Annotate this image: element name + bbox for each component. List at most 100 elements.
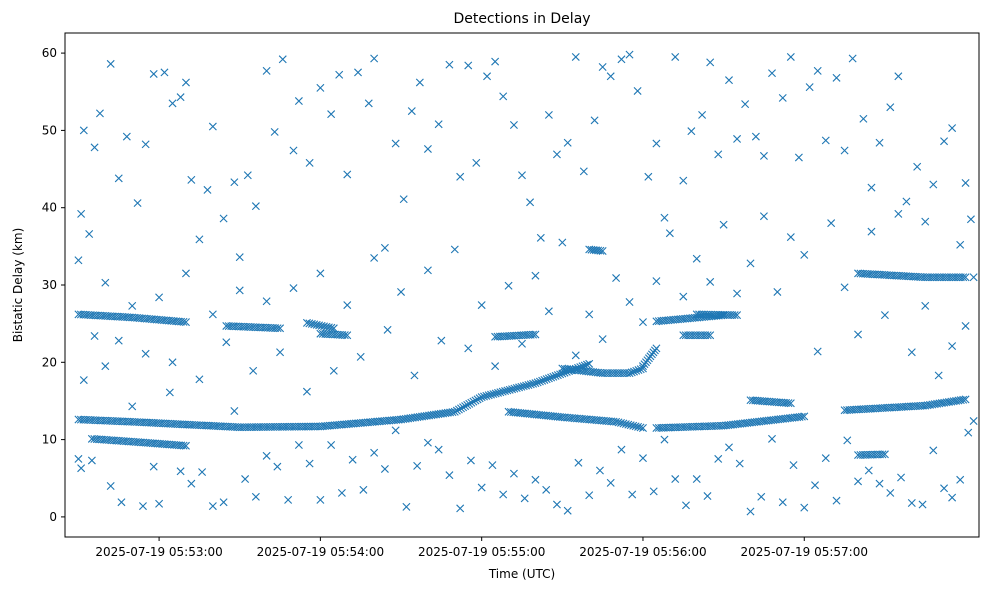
data-point: [596, 246, 605, 255]
data-point: [251, 202, 260, 211]
data-point: [859, 114, 868, 123]
data-point: [886, 488, 895, 497]
data-point: [289, 284, 298, 293]
data-point: [558, 238, 567, 247]
data-point: [660, 213, 669, 222]
data-point: [563, 506, 572, 515]
data-point: [644, 172, 653, 181]
data-point: [759, 212, 768, 221]
data-point: [751, 132, 760, 141]
data-point: [305, 459, 314, 468]
data-point: [461, 402, 470, 411]
data-point: [719, 220, 728, 229]
data-point: [222, 338, 231, 347]
data-point: [77, 464, 86, 473]
data-point: [966, 215, 975, 224]
data-point: [741, 100, 750, 109]
data-point: [612, 417, 621, 426]
data-point: [85, 229, 94, 238]
data-point: [114, 174, 123, 183]
data-point: [335, 70, 344, 79]
data-point: [499, 490, 508, 499]
data-point: [542, 375, 551, 384]
data-point: [544, 307, 553, 316]
data-point: [316, 83, 325, 92]
data-point: [671, 52, 680, 61]
y-tick-label: 60: [42, 46, 57, 60]
data-point: [176, 467, 185, 476]
data-point: [471, 396, 480, 405]
data-point: [840, 283, 849, 292]
data-point: [208, 122, 217, 131]
data-point: [964, 428, 973, 437]
data-point: [74, 256, 83, 265]
data-point: [961, 178, 970, 187]
data-point: [477, 483, 486, 492]
chart-title: Detections in Delay: [453, 11, 590, 27]
data-point: [880, 311, 889, 320]
data-point: [133, 199, 142, 208]
data-point: [230, 178, 239, 187]
data-point: [488, 461, 497, 470]
data-point: [520, 494, 529, 503]
data-point: [625, 298, 634, 306]
data-point: [880, 450, 889, 459]
y-tick-label: 40: [42, 201, 57, 215]
data-point: [208, 310, 217, 319]
data-point: [165, 388, 174, 397]
data-point: [768, 434, 776, 443]
data-point: [380, 464, 389, 473]
data-point: [902, 197, 911, 206]
data-point: [692, 254, 701, 263]
data-point: [535, 377, 544, 386]
data-point: [961, 321, 970, 330]
data-point: [800, 250, 809, 259]
data-point: [494, 388, 503, 397]
data-point: [74, 454, 83, 463]
data-point: [735, 459, 744, 468]
data-point: [628, 490, 637, 499]
x-tick-label: 2025-07-19 05:53:00: [95, 545, 222, 559]
data-point: [789, 461, 798, 470]
data-point: [168, 99, 177, 108]
data-point: [456, 504, 465, 513]
x-tick-label: 2025-07-19 05:56:00: [579, 545, 706, 559]
data-point: [698, 110, 707, 119]
data-point: [454, 405, 463, 414]
data-point: [176, 93, 185, 102]
data-point: [343, 331, 352, 340]
data-point: [940, 137, 949, 146]
data-point: [327, 323, 336, 332]
data-point: [322, 322, 331, 331]
data-point: [652, 344, 661, 353]
data-point: [491, 389, 500, 398]
data-point: [549, 372, 558, 381]
data-point: [195, 235, 204, 244]
data-point: [179, 441, 188, 450]
data-point: [181, 269, 190, 278]
data-point: [703, 331, 712, 340]
data-point: [746, 259, 755, 268]
data-point: [934, 371, 943, 380]
data-point: [241, 475, 250, 484]
data-point: [778, 498, 787, 507]
data-point: [619, 419, 628, 428]
data-point: [679, 292, 688, 301]
data-point: [626, 421, 635, 430]
data-point: [706, 277, 715, 286]
data-point: [480, 392, 489, 401]
data-point: [106, 59, 115, 68]
data-point: [571, 52, 580, 61]
data-point: [305, 158, 314, 167]
data-point: [463, 401, 472, 409]
data-point: [370, 54, 379, 63]
data-point: [524, 380, 533, 389]
data-point: [878, 450, 887, 459]
data-point: [79, 376, 88, 385]
data-point: [625, 369, 634, 378]
data-point: [503, 386, 512, 395]
data-point: [579, 167, 588, 176]
data-point: [305, 319, 314, 328]
data-point: [854, 330, 863, 339]
data-point: [128, 301, 137, 310]
